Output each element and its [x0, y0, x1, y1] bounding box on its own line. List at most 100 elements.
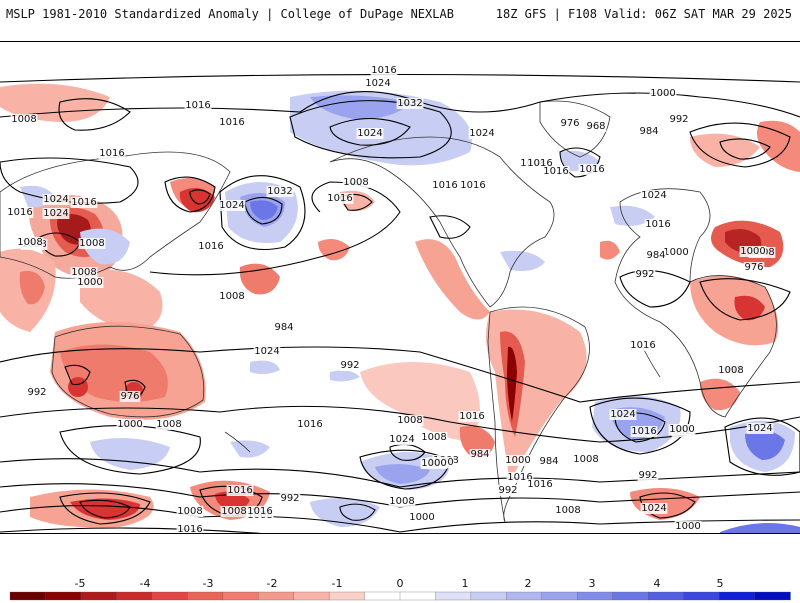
isobar-label-bg: [554, 505, 582, 516]
isobar-label: 992: [27, 387, 46, 398]
isobar-label-bg: [364, 78, 392, 89]
isobar-label-bg: [668, 114, 690, 125]
isobar-label-bg: [197, 241, 225, 252]
isobar-label: 1024: [641, 190, 666, 201]
colorbar-segment: [9, 591, 47, 601]
map-panel: 1016 1024 1032 1024 1016 1008 1016 1016 1008 1032…: [0, 41, 800, 534]
isobar-label: 1008: [573, 454, 598, 465]
isobar-label-bg: [668, 424, 696, 435]
isobar-label-bg: [649, 88, 677, 99]
colorbar-tick-label: -2: [266, 577, 278, 590]
isobar-label-bg: [296, 419, 324, 430]
colorbar-segment: [435, 591, 472, 601]
colorbar-segment: [258, 591, 295, 601]
isobar-label-bg: [637, 470, 659, 481]
isobar-label: 1016: [527, 158, 552, 169]
isobar-label: 1024: [389, 434, 414, 445]
isobar-label-bg: [629, 340, 657, 351]
isobar-label: 992: [669, 114, 688, 125]
isobar-label: 1024: [43, 208, 68, 219]
isobar-label: 1016: [177, 524, 202, 533]
isobar-label: 1008: [11, 114, 36, 125]
isobar-label-bg: [746, 423, 774, 434]
isobar-label: 1008: [718, 365, 743, 376]
colorbar-segment: [328, 591, 366, 601]
isobar-label-bg: [431, 180, 459, 191]
isobar-label: 1016: [460, 180, 485, 191]
isobar-label: 1000: [663, 247, 688, 258]
isobar-label-bg: [70, 197, 98, 208]
isobar-label: 1008: [555, 505, 580, 516]
isobar-label: 968: [586, 121, 605, 132]
isobar-label-bg: [420, 458, 448, 469]
isobar-label: 1024: [254, 346, 279, 357]
isobar-label-bg: [559, 118, 581, 129]
isobar-label: 1024: [641, 503, 666, 514]
colorbar-segment: [648, 591, 685, 601]
isobar-label-bg: [218, 200, 246, 211]
isobar-label: 1016: [527, 479, 552, 490]
isobar-label: 992: [498, 485, 517, 496]
colorbar-tick-label: -4: [139, 577, 151, 590]
colorbar-tick-label: 1: [461, 577, 469, 590]
isobar-label: 1008: [71, 267, 96, 278]
isobar-label-bg: [396, 415, 424, 426]
isobar-label-bg: [468, 128, 496, 139]
isobar-label: 1000: [650, 88, 675, 99]
isobar-label-bg: [739, 246, 767, 257]
isobar-label: 1016: [631, 426, 656, 437]
colorbar-tick-label: 3: [588, 577, 596, 590]
isobar-label: 1008: [397, 415, 422, 426]
isobar-label-bg: [717, 365, 745, 376]
coastlines: [0, 100, 777, 523]
colorbar-segment: [612, 591, 649, 601]
isobar-label-bg: [420, 432, 448, 443]
isobar-label-bg: [218, 117, 246, 128]
isobar-label-bg: [506, 472, 534, 483]
isobar-label-bg: [497, 485, 519, 496]
isobar-label: 984: [274, 322, 293, 333]
title-bar: MSLP 1981-2010 Standardized Anomaly | Co…: [0, 0, 800, 40]
isobar-label: 984: [470, 449, 489, 460]
isobar-label-bg: [119, 391, 141, 402]
isobar-label-bg: [279, 493, 301, 504]
isobar-label-bg: [504, 455, 532, 466]
isobar-label-bg: [640, 503, 668, 514]
isobar-label: 1016: [645, 219, 670, 230]
isobar-label-bg: [116, 419, 144, 430]
isobar-label: 1024: [357, 128, 382, 139]
isobar-label-bg: [662, 247, 690, 258]
colorbar-segment: [222, 591, 259, 601]
isobar-label: 1008: [219, 291, 244, 302]
isobar-label-bg: [42, 208, 70, 219]
isobar-label-bg: [674, 521, 702, 532]
isobar-label: 976: [560, 118, 579, 129]
isobar-label-bg: [184, 100, 212, 111]
isobar-label: 1000: [77, 277, 102, 288]
isobar-label-bg: [246, 506, 274, 517]
isobar-label: 1008: [156, 419, 181, 430]
colorbar-segment: [506, 591, 543, 601]
colorbar-segment: [187, 591, 224, 601]
isobar-label: 1016: [227, 485, 252, 496]
isobar-label-bg: [572, 454, 600, 465]
colorbar-segment: [683, 591, 720, 601]
isobar-label: 1016: [507, 472, 532, 483]
colorbar: -5 -4 -3 -2 -1 0 1 2 3 4 5: [0, 565, 800, 601]
isobar-label: 1000: [409, 512, 434, 523]
isobar-label: 1024: [365, 78, 390, 89]
isobar-label-bg: [16, 237, 44, 248]
isobar-label-bg: [6, 207, 34, 218]
isobar-label: 1000: [669, 424, 694, 435]
isobar-label-bg: [526, 158, 554, 169]
colorbar-segment: [754, 591, 791, 601]
colorbar-segment: [577, 591, 614, 601]
isobar-label-bg: [638, 126, 660, 137]
isobar-label-bg: [220, 506, 248, 517]
isobar-label: 984: [539, 456, 558, 467]
colorbar-segment: [364, 591, 401, 601]
isobar-label: 1016: [71, 197, 96, 208]
isobar-label: 1024: [610, 409, 635, 420]
isobar-label-bg: [356, 128, 384, 139]
